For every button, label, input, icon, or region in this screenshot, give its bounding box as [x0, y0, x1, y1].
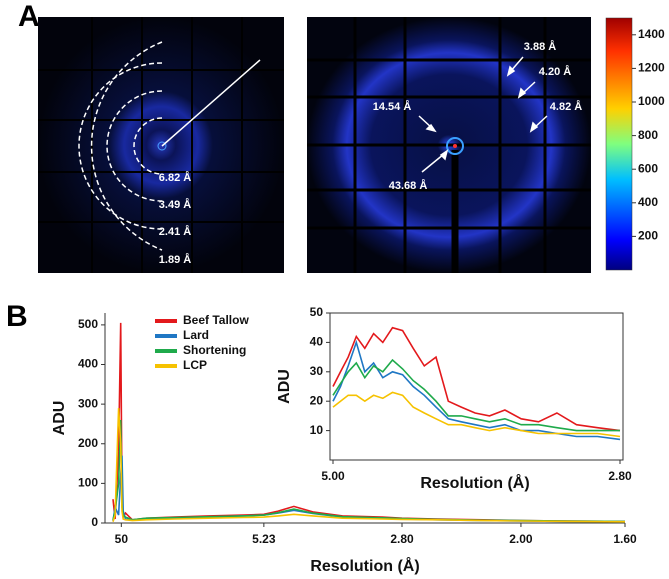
y-tick-label: 500 — [78, 317, 98, 331]
x-axis-label: Resolution (Å) — [310, 556, 419, 575]
data-line — [112, 408, 626, 523]
x-axis-label: Resolution (Å) — [420, 473, 529, 492]
y-tick-label: 50 — [310, 305, 324, 319]
y-tick-label: 20 — [310, 393, 324, 407]
ring-label: 1.89 Å — [159, 253, 191, 266]
y-tick-label: 200 — [78, 436, 98, 450]
ring-label: 4.82 Å — [550, 100, 582, 113]
legend-label: Beef Tallow — [183, 313, 249, 327]
data-line — [332, 358, 620, 432]
right-diffraction-image — [307, 17, 591, 273]
legend-label: LCP — [183, 358, 207, 372]
ring-label: 6.82 Å — [159, 171, 191, 184]
colorbar-tick-label: 800 — [638, 128, 658, 142]
y-axis-label: ADU — [276, 369, 293, 404]
x-tick-label: 2.80 — [390, 532, 414, 546]
data-line — [332, 326, 621, 432]
data-line — [112, 455, 626, 523]
colorbar-tick-label: 600 — [638, 161, 658, 175]
ring-label: 43.68 Å — [389, 179, 428, 192]
colorbar-tick-label: 1200 — [638, 61, 665, 75]
colorbar-tick-label: 1000 — [638, 94, 665, 108]
y-tick-label: 300 — [78, 396, 98, 410]
data-line — [332, 391, 621, 438]
y-tick-label: 10 — [310, 423, 324, 437]
y-axis-label: ADU — [51, 401, 68, 436]
y-tick-label: 0 — [91, 515, 98, 529]
y-tick-label: 40 — [310, 335, 324, 349]
ring-label: 3.49 Å — [159, 198, 191, 211]
y-tick-label: 30 — [310, 364, 324, 378]
colorbar — [605, 17, 633, 271]
ring-label: 2.41 Å — [159, 225, 191, 238]
legend-label: Lard — [183, 328, 209, 342]
x-tick-label: 50 — [115, 532, 129, 546]
x-tick-label: 5.00 — [321, 469, 345, 483]
colorbar-tick-label: 1400 — [638, 27, 665, 41]
x-tick-label: 2.80 — [608, 469, 632, 483]
colorbar-tick-label: 400 — [638, 195, 658, 209]
ring-label: 14.54 Å — [373, 100, 412, 113]
x-tick-label: 5.23 — [252, 532, 276, 546]
data-line — [332, 339, 621, 441]
x-tick-label: 2.00 — [509, 532, 533, 546]
x-tick-label: 1.60 — [613, 532, 637, 546]
left-diffraction-image — [38, 17, 284, 273]
y-tick-label: 400 — [78, 357, 98, 371]
y-tick-label: 100 — [78, 476, 98, 490]
panel-label: B — [6, 300, 28, 333]
inset-frame — [329, 312, 624, 461]
legend-label: Shortening — [183, 343, 246, 357]
ring-label: 3.88 Å — [524, 40, 556, 53]
ring-label: 4.20 Å — [539, 65, 571, 78]
colorbar-tick-label: 200 — [638, 229, 658, 243]
panel-label: A — [18, 0, 40, 33]
